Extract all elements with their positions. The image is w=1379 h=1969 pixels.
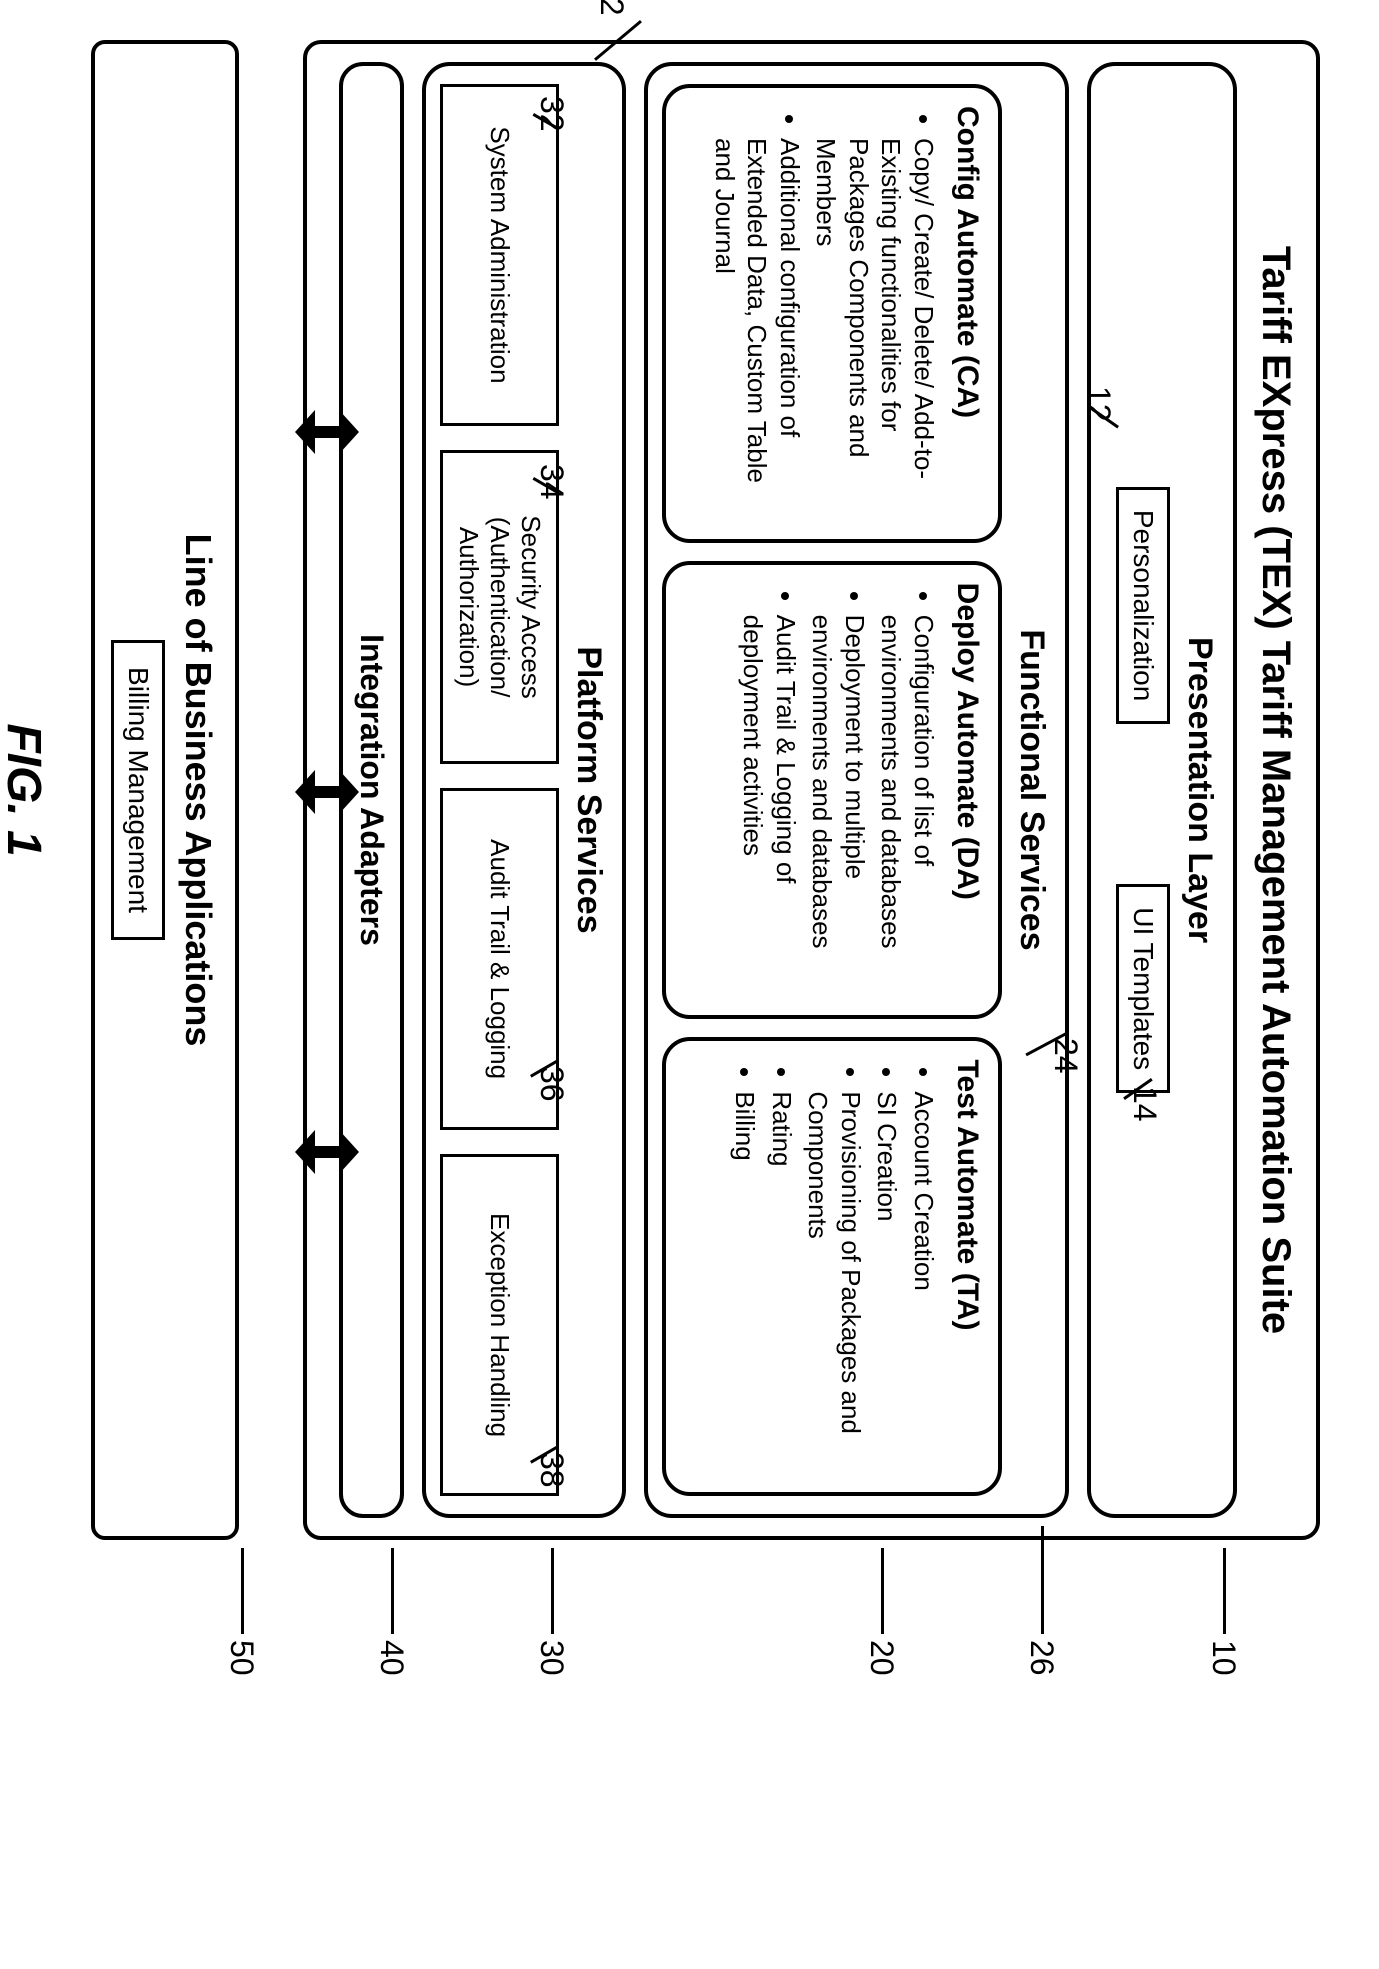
ca-bullet: Copy/ Create/ Delete/ Add-to-Existing fu…: [810, 138, 940, 521]
lead-50: [241, 1548, 244, 1634]
da-title: Deploy Automate (DA): [950, 583, 984, 998]
exception-handling-box: Exception Handling: [440, 1154, 559, 1496]
lob-box: Line of Business Applications Billing Ma…: [91, 40, 239, 1540]
arrow-icon: [299, 1130, 355, 1174]
ca-title: Config Automate (CA): [950, 106, 984, 521]
lead-10: [1223, 1548, 1226, 1634]
da-bullet: Configuration of list of environments an…: [875, 615, 940, 998]
presentation-title: Presentation Layer: [1180, 84, 1219, 1496]
ta-bullet: Provisioning of Packages and Components: [802, 1091, 867, 1474]
platform-title: Platform Services: [569, 84, 608, 1496]
ref-50: 50: [223, 1640, 260, 1676]
ta-bullet: Billing: [729, 1091, 762, 1474]
presentation-layer: Presentation Layer Personalization UI Te…: [1087, 62, 1237, 1518]
ca-bullet: Additional configuration of Extended Dat…: [709, 138, 807, 521]
config-automate: Config Automate (CA) Copy/ Create/ Delet…: [662, 84, 1002, 543]
ref-26: 26: [1023, 1640, 1060, 1676]
lead-40: [391, 1548, 394, 1634]
ta-title: Test Automate (TA): [950, 1059, 984, 1474]
lead-26: [1041, 1526, 1044, 1634]
figure-caption: FIG. 1: [0, 40, 51, 1540]
system-administration-box: System Administration: [440, 84, 559, 426]
arrow-icon: [299, 770, 355, 814]
ref-40: 40: [373, 1640, 410, 1676]
test-automate: Test Automate (TA) Account Creation SI C…: [662, 1037, 1002, 1496]
ta-bullet: Rating: [766, 1091, 799, 1474]
ref-12: 12: [1080, 386, 1117, 422]
platform-services: Platform Services System Administration …: [422, 62, 626, 1518]
ref-10: 10: [1205, 1640, 1242, 1676]
da-bullet: Deployment to multiple environments and …: [806, 615, 871, 998]
lob-title: Line of Business Applications: [177, 60, 219, 1520]
suite-box: Tariff EXpress (TEX) Tariff Management A…: [303, 40, 1320, 1540]
billing-management-box: Billing Management: [111, 640, 165, 940]
ta-bullet: Account Creation: [908, 1091, 941, 1474]
ref-30: 30: [533, 1640, 570, 1676]
ui-templates-box: UI Templates: [1116, 884, 1170, 1093]
ref-22: 22: [593, 0, 630, 16]
suite-title: Tariff EXpress (TEX) Tariff Management A…: [1253, 62, 1298, 1518]
deploy-automate: Deploy Automate (DA) Configuration of li…: [662, 561, 1002, 1020]
rotated-canvas: Tariff EXpress (TEX) Tariff Management A…: [40, 40, 1320, 1920]
ref-20: 20: [863, 1640, 900, 1676]
arrow-icon: [299, 410, 355, 454]
functional-services: Functional Services Config Automate (CA)…: [644, 62, 1069, 1518]
functional-title: Functional Services: [1012, 84, 1051, 1496]
ref-24: 24: [1047, 1038, 1084, 1074]
personalization-box: Personalization: [1116, 487, 1170, 724]
lead-20: [881, 1548, 884, 1634]
lead-30: [551, 1548, 554, 1634]
ta-bullet: SI Creation: [871, 1091, 904, 1474]
da-bullet: Audit Trail & Logging of deployment acti…: [737, 615, 802, 998]
